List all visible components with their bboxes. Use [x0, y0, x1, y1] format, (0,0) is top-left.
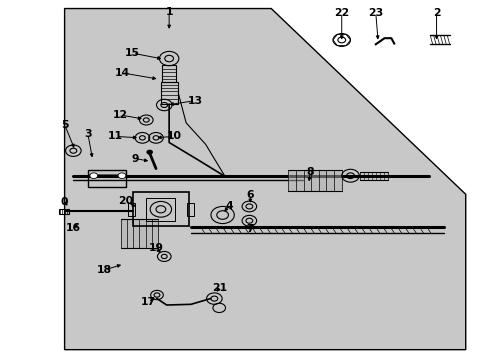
Text: 12: 12 — [113, 110, 128, 120]
Text: 21: 21 — [211, 283, 226, 293]
Text: 20: 20 — [118, 197, 133, 206]
Bar — [59, 208, 69, 214]
Text: 22: 22 — [333, 8, 348, 18]
Circle shape — [118, 173, 125, 179]
Bar — [187, 203, 194, 216]
Bar — [162, 65, 176, 82]
Text: 2: 2 — [432, 8, 440, 18]
Text: 5: 5 — [61, 120, 68, 130]
Text: 8: 8 — [306, 167, 313, 177]
Text: 18: 18 — [97, 265, 112, 275]
Bar — [88, 170, 125, 187]
Bar — [360, 172, 387, 180]
Text: 1: 1 — [165, 7, 173, 17]
Circle shape — [90, 173, 98, 179]
Polygon shape — [64, 9, 465, 350]
Text: 7: 7 — [246, 224, 254, 234]
Text: 14: 14 — [114, 68, 129, 78]
Circle shape — [146, 150, 152, 154]
Text: 19: 19 — [148, 243, 163, 253]
Text: 6: 6 — [246, 190, 254, 200]
Bar — [127, 203, 135, 216]
Text: 3: 3 — [84, 129, 92, 139]
Text: 4: 4 — [224, 201, 232, 211]
Text: 16: 16 — [66, 223, 81, 233]
Text: 11: 11 — [108, 131, 123, 141]
Text: 17: 17 — [141, 297, 156, 307]
Text: 15: 15 — [125, 48, 140, 58]
Bar — [146, 198, 175, 221]
Text: 13: 13 — [187, 96, 202, 106]
Text: 23: 23 — [367, 8, 383, 18]
Text: 0: 0 — [61, 197, 68, 207]
Bar — [161, 82, 178, 104]
Bar — [132, 192, 189, 226]
Text: 10: 10 — [166, 131, 181, 141]
Text: 9: 9 — [131, 154, 139, 163]
